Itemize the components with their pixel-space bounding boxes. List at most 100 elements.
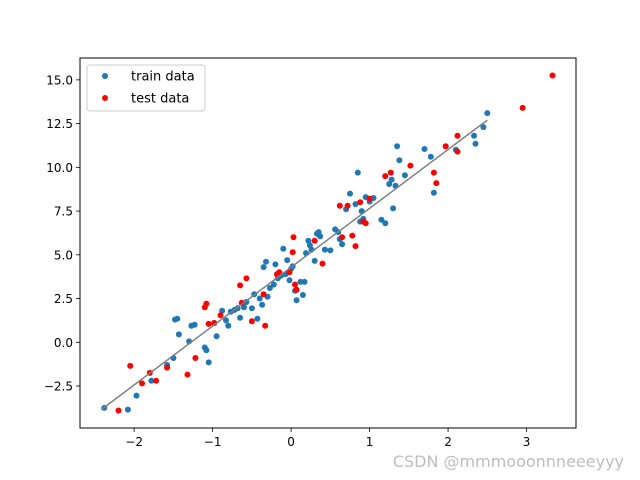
test-point-30 <box>344 202 351 209</box>
test-point-15 <box>243 275 250 282</box>
test-point-22 <box>289 249 296 256</box>
legend-marker-test <box>102 95 108 101</box>
test-point-18 <box>262 322 269 329</box>
x-tick-label: −1 <box>204 435 222 449</box>
x-tick-label: 0 <box>287 435 295 449</box>
y-tick-label: 15.0 <box>46 73 73 87</box>
x-tick-label: 3 <box>523 435 531 449</box>
test-point-38 <box>387 169 394 176</box>
test-point-24 <box>292 281 298 288</box>
train-point-88 <box>472 140 479 147</box>
train-point-57 <box>317 233 324 240</box>
train-point-46 <box>293 297 300 304</box>
train-point-49 <box>301 278 308 285</box>
test-point-42 <box>442 143 449 150</box>
train-point-2 <box>133 392 140 399</box>
test-point-1 <box>127 362 134 369</box>
test-point-23 <box>290 234 297 241</box>
train-point-29 <box>256 295 263 302</box>
y-tick-label: 10.0 <box>46 161 73 175</box>
x-tick-label: −2 <box>125 435 143 449</box>
test-point-44 <box>454 148 461 155</box>
train-point-30 <box>259 301 266 308</box>
plot-area-frame <box>79 57 577 429</box>
train-point-48 <box>299 292 306 298</box>
test-point-5 <box>164 364 171 371</box>
test-point-9 <box>203 300 210 307</box>
test-point-6 <box>184 371 191 378</box>
test-point-45 <box>519 104 526 111</box>
train-point-3 <box>148 377 155 384</box>
train-point-76 <box>386 181 393 187</box>
fit-line <box>100 119 488 411</box>
legend-label-test: test data <box>131 92 189 107</box>
train-point-63 <box>339 241 346 248</box>
legend-box <box>86 64 206 112</box>
train-point-77 <box>388 176 395 183</box>
test-point-33 <box>357 199 364 206</box>
test-point-32 <box>352 243 359 250</box>
test-point-31 <box>349 232 356 239</box>
test-point-39 <box>407 162 414 169</box>
test-point-17 <box>260 291 267 298</box>
test-point-13 <box>237 282 244 289</box>
train-point-18 <box>223 317 229 324</box>
test-point-26 <box>311 237 318 244</box>
train-point-13 <box>203 347 210 354</box>
train-point-59 <box>327 247 334 254</box>
train-point-31 <box>260 264 267 271</box>
train-point-32 <box>263 258 269 265</box>
train-point-36 <box>272 261 279 268</box>
train-point-65 <box>347 190 353 197</box>
legend-marker-train <box>102 73 108 79</box>
train-point-67 <box>354 169 361 176</box>
y-tick-label: 0.0 <box>54 336 73 350</box>
train-point-78 <box>390 205 397 212</box>
train-point-87 <box>471 132 477 139</box>
train-point-7 <box>172 316 178 323</box>
train-point-8 <box>175 331 182 338</box>
train-point-85 <box>430 189 437 196</box>
test-point-35 <box>362 220 369 227</box>
test-point-10 <box>205 320 212 327</box>
y-tick-label: −2.5 <box>44 380 73 394</box>
test-point-20 <box>276 269 283 276</box>
test-point-29 <box>339 234 346 241</box>
train-point-58 <box>321 246 328 253</box>
test-point-16 <box>248 318 255 325</box>
test-point-2 <box>139 380 145 387</box>
train-point-83 <box>421 146 428 152</box>
test-point-46 <box>549 72 556 79</box>
x-tick-label: 1 <box>366 435 374 449</box>
train-point-41 <box>284 257 291 264</box>
train-point-23 <box>237 314 244 321</box>
train-point-75 <box>382 220 389 227</box>
train-point-54 <box>311 257 318 264</box>
plot-marks <box>100 72 556 414</box>
watermark: CSDN @mmmooonnneeeyyy <box>393 452 624 471</box>
train-point-39 <box>280 245 287 252</box>
y-tick-label: 12.5 <box>46 117 73 131</box>
train-point-1 <box>124 406 131 413</box>
train-point-19 <box>225 322 232 329</box>
test-point-28 <box>336 202 343 209</box>
test-point-25 <box>293 286 300 293</box>
y-tick-label: 7.5 <box>54 205 73 219</box>
train-point-80 <box>394 143 401 150</box>
legend: train data test data <box>86 64 206 112</box>
test-point-21 <box>286 269 293 276</box>
train-point-84 <box>427 153 434 160</box>
train-point-11 <box>191 321 198 328</box>
test-point-27 <box>319 260 326 267</box>
train-point-24 <box>241 304 247 311</box>
test-point-14 <box>238 299 245 306</box>
legend-label-train: train data <box>131 70 195 85</box>
test-point-36 <box>366 195 373 202</box>
test-point-7 <box>192 355 199 361</box>
train-point-89 <box>480 124 487 131</box>
train-point-81 <box>396 157 403 164</box>
y-axis: −2.5 0.0 2.5 5.0 7.5 10.0 12.5 15.0 <box>44 73 80 394</box>
train-point-28 <box>254 315 261 322</box>
train-point-14 <box>205 359 212 366</box>
